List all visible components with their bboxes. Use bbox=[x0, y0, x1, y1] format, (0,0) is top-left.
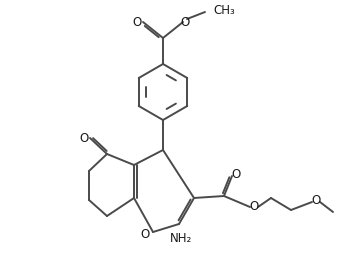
Text: O: O bbox=[311, 194, 320, 207]
Text: O: O bbox=[140, 229, 150, 242]
Text: O: O bbox=[231, 168, 241, 181]
Text: NH₂: NH₂ bbox=[170, 232, 192, 245]
Text: CH₃: CH₃ bbox=[213, 4, 235, 17]
Text: O: O bbox=[249, 199, 259, 212]
Text: O: O bbox=[180, 16, 190, 29]
Text: O: O bbox=[79, 132, 88, 145]
Text: O: O bbox=[132, 17, 141, 29]
